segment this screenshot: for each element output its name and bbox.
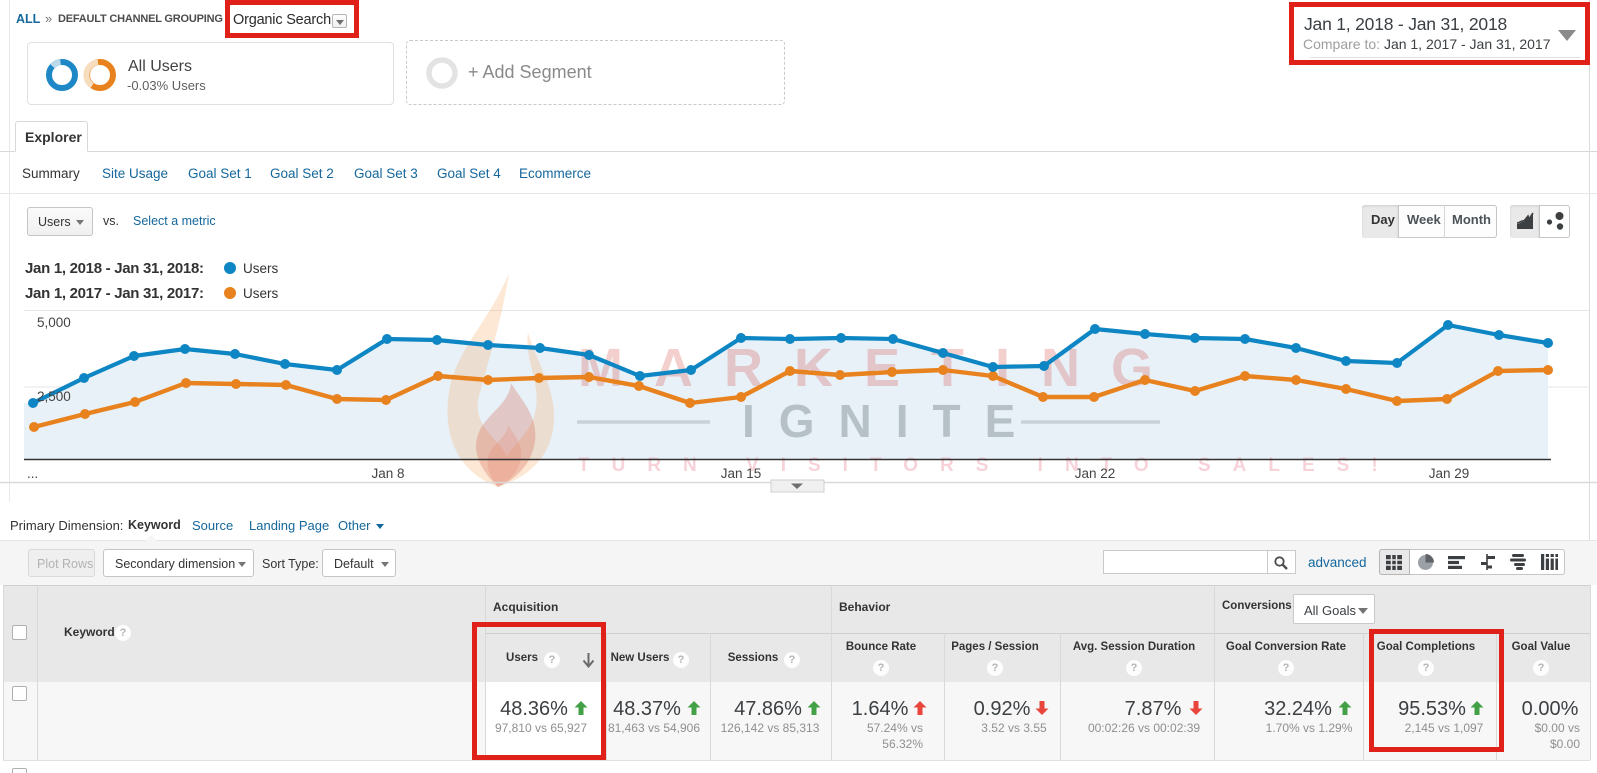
- svg-text:...: ...: [27, 466, 38, 481]
- svg-text:IGNITE: IGNITE: [742, 395, 1039, 447]
- svg-text:MARKETING: MARKETING: [578, 338, 1184, 398]
- svg-text:5,000: 5,000: [37, 315, 71, 330]
- svg-text:Jan 29: Jan 29: [1429, 466, 1470, 481]
- svg-text:2,500: 2,500: [37, 389, 71, 404]
- svg-text:Jan 15: Jan 15: [721, 466, 762, 481]
- svg-text:TURN VISITORS INTO SALES!: TURN VISITORS INTO SALES!: [578, 455, 1400, 476]
- svg-text:Jan 22: Jan 22: [1075, 466, 1116, 481]
- svg-text:Jan 8: Jan 8: [371, 466, 404, 481]
